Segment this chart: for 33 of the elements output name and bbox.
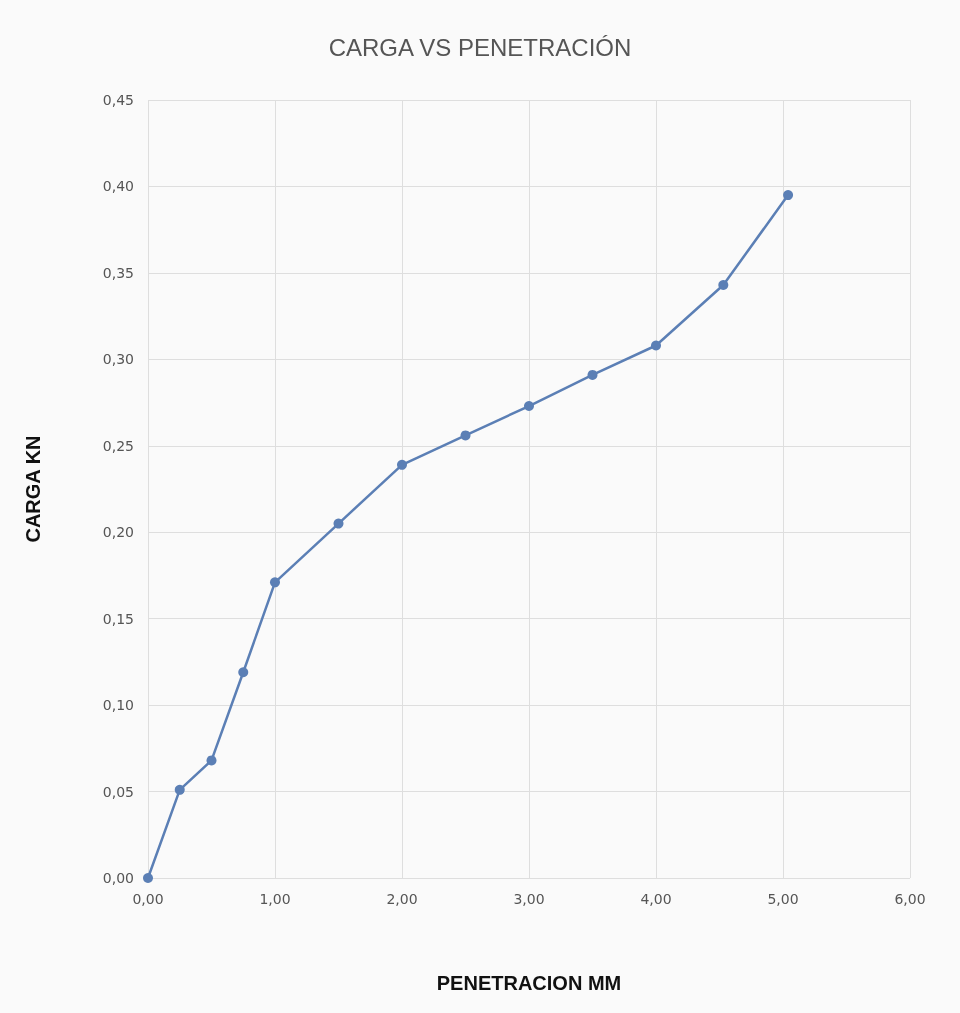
x-tick-label: 2,00 [386,891,418,907]
x-tick-label: 1,00 [259,891,291,907]
y-tick-label: 0,00 [102,870,134,886]
x-tick-label: 5,00 [767,891,799,907]
point [718,279,729,290]
point [206,755,217,766]
chart-title: CARGA VS PENETRACIÓN [328,33,632,61]
point [238,667,249,678]
point [270,577,280,588]
x-tick-label: 4,00 [640,891,672,907]
y-tick-label: 0,10 [102,697,134,714]
y-tick-label: 0,35 [102,264,134,281]
y-tick-label: 0,20 [102,524,134,541]
point [460,430,471,441]
x-tick-label: 0,00 [132,891,164,907]
y-tick-label: 0,30 [102,351,134,368]
point [587,369,598,380]
y-tick-label: 0,45 [102,92,134,108]
point [783,190,794,201]
x-tick-label: 3,00 [513,891,545,907]
y-tick-label: 0,25 [102,437,134,454]
point [333,518,344,529]
y-tick-label: 0,40 [102,178,134,195]
y-axis-title: CARGA KN [22,435,44,543]
point [397,459,407,470]
point [651,340,661,351]
point [524,401,534,412]
point [143,873,153,883]
point [174,784,185,795]
y-tick-label: 0,05 [102,783,134,800]
y-tick-label: 0,15 [102,610,134,627]
x-axis-title: PENETRACION MM [436,972,622,994]
x-tick-label: 6,00 [894,891,926,907]
